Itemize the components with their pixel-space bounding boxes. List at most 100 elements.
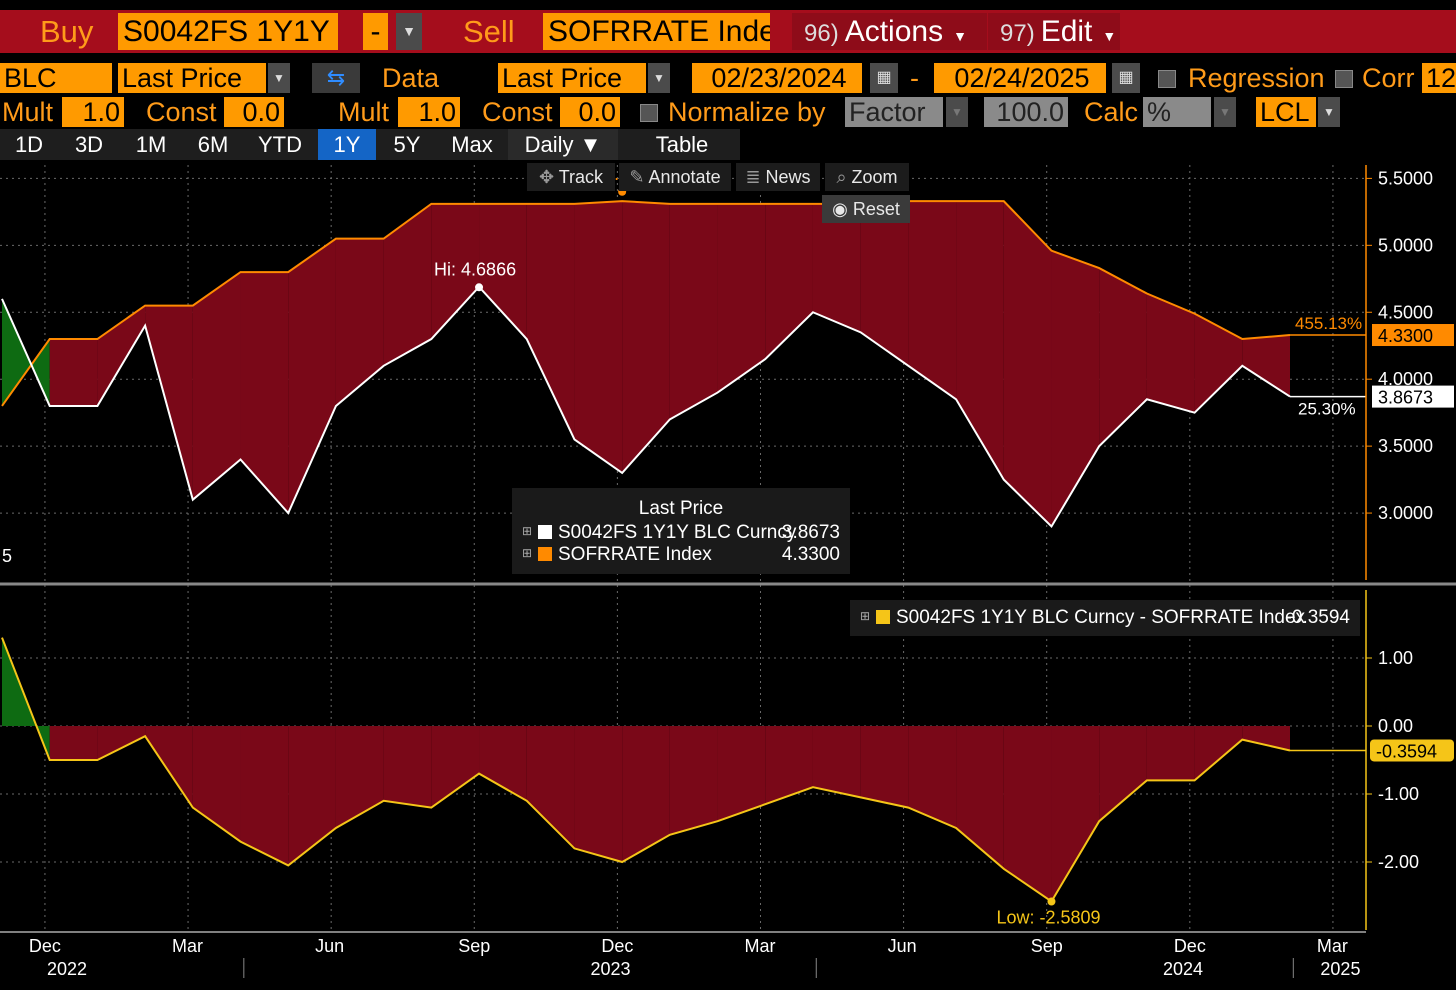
spread-fill: [1242, 335, 1290, 397]
corr-label: Corr: [1362, 63, 1415, 93]
spread-line: [1, 637, 1291, 903]
const1-field[interactable]: 0.0: [224, 97, 284, 127]
track-label: Track: [558, 167, 604, 187]
track-button[interactable]: ✥ Track: [527, 163, 615, 191]
x-tick-label: Mar: [744, 936, 775, 956]
field1-select[interactable]: Last Price: [118, 63, 266, 93]
spread-fill: [49, 339, 98, 406]
top-legend: Last Price ⊞ S0042FS 1Y1Y BLC Curncy 3.8…: [512, 488, 850, 574]
edit-label: Edit: [1040, 15, 1093, 48]
spread-fill: [1146, 293, 1195, 413]
tab-1m[interactable]: 1M: [135, 132, 167, 157]
currency-select[interactable]: LCL: [1256, 97, 1316, 127]
normalize-factor-field[interactable]: 100.0: [984, 97, 1068, 127]
y-tick-label: -1.00: [1378, 784, 1419, 804]
spread-fill: [288, 238, 336, 514]
tab-3d[interactable]: 3D: [74, 132, 104, 157]
x-year-label: 2022: [47, 959, 87, 979]
spread-area: [431, 726, 480, 808]
spread-area: [860, 726, 909, 808]
frequency-select[interactable]: Daily ▼: [508, 129, 618, 160]
spread-fill: [765, 203, 813, 360]
normalize-method-select[interactable]: Factor: [845, 97, 943, 127]
spread-area: [669, 726, 718, 835]
field1-dropdown-icon[interactable]: ▼: [268, 63, 290, 93]
expand-icon[interactable]: ⊞: [860, 609, 871, 623]
buy-security-field[interactable]: S0042FS 1Y1Y: [118, 13, 338, 50]
spread-area: [574, 726, 623, 862]
tab-5y[interactable]: 5Y: [393, 132, 421, 157]
x-tick-label: Sep: [1031, 936, 1063, 956]
spread-area: [240, 726, 289, 866]
tab-max[interactable]: Max: [451, 132, 493, 157]
y-tick-label: 5.0000: [1378, 235, 1433, 255]
spread-area: [956, 726, 1004, 869]
news-button[interactable]: ≣ News: [736, 163, 820, 191]
legend-swatch-orange: [538, 547, 552, 561]
calendar-icon[interactable]: ▦: [1112, 63, 1140, 93]
mult1-field[interactable]: 1.0: [62, 97, 124, 127]
tab-ytd[interactable]: YTD: [258, 132, 302, 157]
y-tick-label: 1.00: [1378, 648, 1413, 668]
spread-fill: [97, 305, 146, 406]
mult2-field[interactable]: 1.0: [398, 97, 460, 127]
field2-dropdown-icon[interactable]: ▼: [648, 63, 670, 93]
source-field[interactable]: BLC: [0, 63, 112, 93]
low-label: Low: -2.5809: [996, 908, 1100, 928]
annotate-button[interactable]: ✎ Annotate: [619, 163, 731, 191]
currency-dropdown-icon[interactable]: ▼: [1318, 97, 1340, 127]
regression-checkbox[interactable]: [1158, 70, 1176, 88]
spread-fill: [383, 203, 432, 366]
expand-icon[interactable]: ⊞: [522, 546, 533, 560]
sell-security-field[interactable]: SOFRRATE Inde: [543, 13, 770, 50]
calc-select[interactable]: %: [1143, 97, 1211, 127]
x-tick-label: Dec: [1174, 936, 1206, 956]
calc-dropdown-icon[interactable]: ▼: [1214, 97, 1236, 127]
tab-1y[interactable]: 1Y: [318, 129, 376, 160]
search-icon: ⌕: [836, 167, 852, 187]
spread-fill: [574, 201, 623, 473]
chart-canvas[interactable]: 5.5000 5.0000 4.5000 4.0000 3.5000 3.0000 1.00…: [0, 160, 1456, 990]
data-row: BLC Last Price ▼ ⇆ Data Last Price ▼ 02/…: [0, 61, 1456, 95]
spread-area: [1003, 726, 1052, 902]
zoom-button[interactable]: ⌕ Zoom: [825, 163, 909, 191]
legend-title: Last Price: [638, 498, 724, 519]
data-label: Data: [382, 63, 440, 93]
low-marker: [1047, 897, 1056, 906]
period-tabs: 1D 3D 1M 6M YTD 1Y 5Y Max Daily ▼ Table: [0, 129, 740, 160]
normalize-checkbox[interactable]: [640, 104, 658, 122]
x-tick-label: Mar: [172, 936, 203, 956]
tab-6m[interactable]: 6M: [197, 132, 229, 157]
spread-fill: [431, 203, 480, 340]
zoom-label: Zoom: [851, 167, 898, 187]
const2-field[interactable]: 0.0: [560, 97, 620, 127]
spread-fill: [717, 203, 766, 393]
spread-fill: [1051, 250, 1100, 527]
corr-checkbox[interactable]: [1335, 70, 1353, 88]
actions-menu[interactable]: 96) Actions ▼: [792, 13, 987, 50]
corr-window-field[interactable]: 12: [1422, 63, 1456, 93]
y-tick-label: 4.5000: [1378, 302, 1433, 322]
y-tick-label: -2.00: [1378, 852, 1419, 872]
s0042fs-pct-change: 25.30%: [1298, 400, 1356, 419]
operator-field[interactable]: -: [363, 13, 388, 50]
end-date-field[interactable]: 02/24/2025: [934, 63, 1106, 93]
sofrrate-line: [1, 200, 1291, 407]
crosshair-icon: ✥: [538, 167, 559, 187]
operator-dropdown-icon[interactable]: ▼: [396, 13, 422, 50]
tab-1d[interactable]: 1D: [14, 132, 44, 157]
table-button[interactable]: Table: [655, 132, 709, 157]
calendar-icon[interactable]: ▦: [870, 63, 898, 93]
normalize-dropdown-icon[interactable]: ▼: [946, 97, 968, 127]
spread-area: [1194, 726, 1243, 781]
start-date-field[interactable]: 02/23/2024: [692, 63, 862, 93]
x-tick-label: Jun: [315, 936, 344, 956]
swap-icon[interactable]: ⇆: [312, 63, 360, 93]
reset-zoom-button[interactable]: ◉ Reset: [822, 195, 910, 223]
legend-value: 3.8673: [781, 522, 840, 543]
edit-menu[interactable]: 97) Edit ▼: [988, 13, 1120, 50]
field2-select[interactable]: Last Price: [498, 63, 646, 93]
x-tick-label: Sep: [458, 936, 490, 956]
expand-icon[interactable]: ⊞: [522, 524, 533, 538]
hi-label: Hi: 4.6866: [434, 259, 516, 279]
